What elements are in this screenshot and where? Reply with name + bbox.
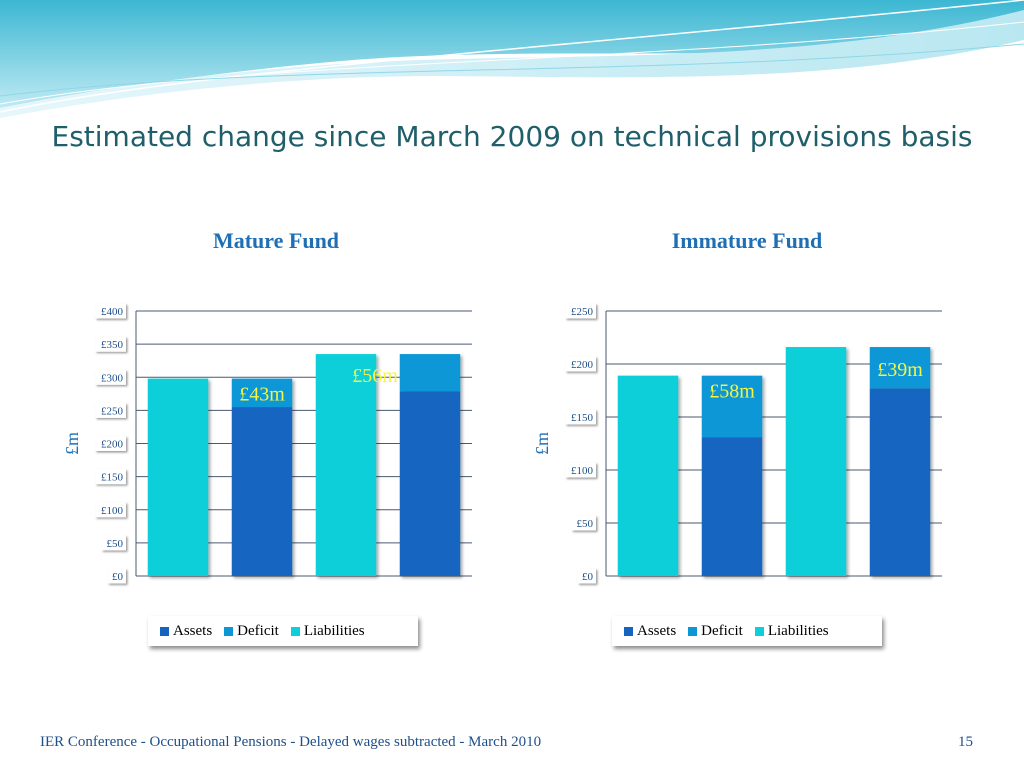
- bar-segment-liabilities: [315, 354, 377, 576]
- y-axis-label: £m: [62, 432, 82, 455]
- y-tick-label: £350: [101, 339, 124, 351]
- bar-segment-assets: [231, 407, 293, 576]
- bar-3: [785, 347, 847, 576]
- legend-label-liabilities: Liabilities: [767, 622, 829, 639]
- y-tick-label: £100: [571, 465, 594, 477]
- bar-segment-assets: [869, 388, 931, 576]
- y-tick-label: £150: [571, 412, 594, 424]
- y-tick-box: [565, 356, 596, 372]
- y-tick-label: £200: [101, 439, 124, 451]
- legend-label-assets: Assets: [637, 622, 677, 639]
- y-tick-label: £100: [101, 505, 124, 517]
- bar-segment-liabilities: [147, 378, 209, 576]
- bar-4: [869, 347, 931, 576]
- liabilities-swatch: [290, 626, 300, 636]
- deficit-data-label: £58m: [709, 381, 755, 403]
- y-tick: £100: [565, 462, 596, 478]
- y-tick-label: £50: [107, 538, 124, 550]
- y-tick-box: [95, 303, 126, 319]
- y-tick: £50: [571, 515, 596, 531]
- y-tick-box: [95, 436, 126, 451]
- legend-item-assets: Assets: [624, 623, 676, 640]
- footer-text: IER Conference - Occupational Pensions -…: [40, 734, 542, 750]
- liabilities-swatch: [754, 626, 764, 636]
- y-tick: £300: [95, 369, 126, 385]
- bar-segment-liabilities: [617, 375, 679, 576]
- y-tick-box: [565, 462, 596, 478]
- bar-segment-liabilities: [785, 347, 847, 576]
- mature-fund-legend: Assets Deficit Liabilities: [148, 616, 418, 646]
- bar-segment-deficit: [399, 354, 461, 392]
- y-tick-label: £200: [571, 359, 594, 371]
- mature-fund-chart: £0 £50 £100 £150 £200 £250 £300 £350 £400 £m £43m £…: [62, 303, 472, 584]
- legend-item-assets: Assets: [160, 623, 212, 640]
- bar-1: [147, 378, 209, 576]
- bar-1: [617, 375, 679, 576]
- y-tick-box: [577, 568, 596, 584]
- y-tick-box: [95, 469, 126, 485]
- y-tick-label: £250: [571, 306, 594, 318]
- legend-item-liabilities: Liabilities: [290, 622, 365, 640]
- y-tick-label: £50: [577, 518, 594, 530]
- chart-title-immature-fund: Immature Fund: [671, 228, 823, 253]
- legend-item-deficit: Deficit: [224, 623, 279, 640]
- deficit-swatch: [224, 626, 234, 636]
- assets-swatch: [624, 626, 633, 636]
- y-tick: £200: [565, 356, 596, 372]
- legend-label-assets: Assets: [173, 622, 213, 639]
- y-tick: £50: [101, 535, 126, 551]
- y-tick-box: [95, 402, 126, 418]
- legend-item-deficit: Deficit: [688, 623, 743, 640]
- assets-swatch: [160, 626, 169, 636]
- y-tick: £0: [577, 568, 596, 584]
- slide-title: Estimated change since March 2009 on tec…: [51, 120, 973, 153]
- y-tick-box: [565, 303, 596, 319]
- bar-2: [701, 375, 763, 576]
- chart-title-mature-fund: Mature Fund: [212, 228, 340, 253]
- y-tick-box: [107, 568, 126, 584]
- bar-segment-assets: [701, 437, 763, 576]
- bar-3: [315, 354, 377, 576]
- bar-segment-deficit: [701, 375, 763, 438]
- legend-label-deficit: Deficit: [237, 622, 279, 639]
- deficit-swatch: [688, 626, 698, 636]
- y-tick-box: [95, 502, 126, 518]
- deficit-data-label: £56m: [352, 365, 398, 387]
- legend-item-liabilities: Liabilities: [754, 622, 829, 640]
- y-tick-label: £400: [101, 306, 124, 318]
- y-axis-label: £m: [532, 432, 552, 455]
- y-tick: £200: [95, 436, 126, 451]
- y-tick-label: £0: [582, 571, 594, 583]
- bar-segment-assets: [399, 391, 461, 576]
- immature-fund-legend: Assets Deficit Liabilities: [612, 616, 882, 646]
- bar-segment-deficit: [869, 347, 931, 389]
- y-tick-label: £150: [101, 472, 124, 484]
- y-tick: £0: [107, 568, 126, 584]
- page-number: 15: [958, 734, 973, 750]
- y-tick-box: [571, 515, 596, 531]
- deficit-data-label: £39m: [877, 359, 923, 381]
- y-tick-box: [101, 535, 126, 551]
- y-tick: £100: [95, 502, 126, 518]
- immature-fund-chart: £0 £50 £100 £150 £200 £250 £m £58m £39m: [532, 303, 942, 584]
- y-tick: £400: [95, 303, 126, 319]
- y-tick: £350: [95, 336, 126, 352]
- y-tick-label: £300: [101, 372, 124, 384]
- y-tick: £250: [565, 303, 596, 319]
- legend-label-deficit: Deficit: [701, 622, 743, 639]
- y-tick-box: [95, 336, 126, 352]
- y-tick-box: [95, 369, 126, 385]
- y-tick: £150: [565, 409, 596, 425]
- y-tick-label: £0: [112, 571, 124, 583]
- y-tick-box: [565, 409, 596, 425]
- y-tick-label: £250: [101, 405, 124, 417]
- legend-label-liabilities: Liabilities: [303, 622, 365, 639]
- bar-segment-deficit: [231, 378, 293, 408]
- bar-2: [231, 378, 293, 576]
- deficit-data-label: £43m: [239, 384, 285, 406]
- y-tick: £250: [95, 402, 126, 418]
- y-tick: £150: [95, 469, 126, 485]
- bar-4: [399, 354, 461, 576]
